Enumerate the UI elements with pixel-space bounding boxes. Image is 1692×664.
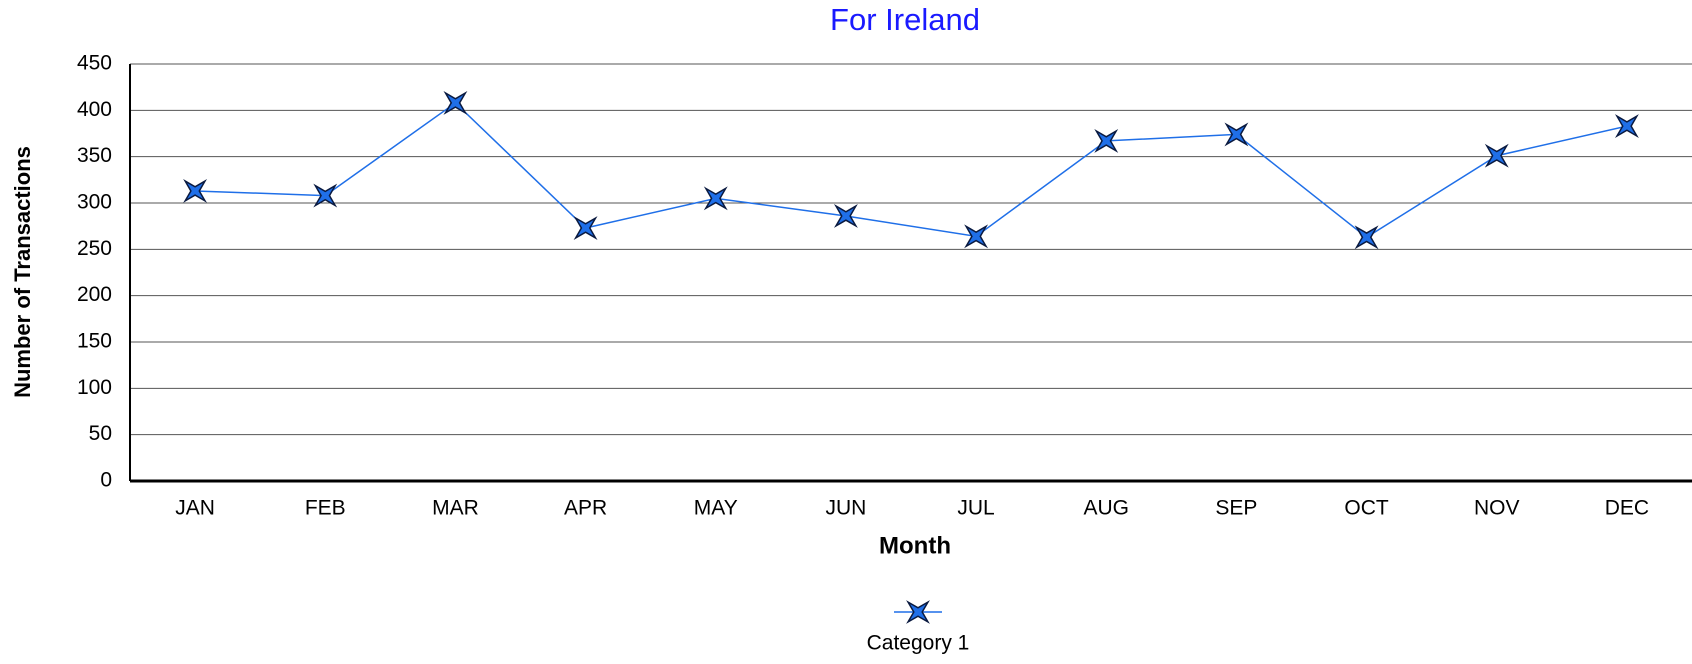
y-tick-label: 200	[77, 283, 112, 306]
data-point	[1354, 225, 1379, 250]
legend-marker	[906, 600, 930, 624]
data-point	[703, 186, 728, 211]
marker-shape	[833, 204, 858, 228]
y-tick-label: 50	[89, 422, 112, 445]
data-point	[443, 90, 468, 115]
marker-shape	[1094, 128, 1119, 153]
x-tick-label: DEC	[1605, 497, 1649, 520]
data-point	[1094, 128, 1119, 153]
marker-shape	[313, 183, 338, 208]
marker-shape	[573, 216, 598, 240]
y-tick-label: 150	[77, 330, 112, 353]
x-tick-label: MAR	[432, 497, 479, 520]
marker-shape	[1484, 143, 1509, 168]
data-point	[1484, 143, 1509, 168]
y-tick-label: 400	[77, 98, 112, 121]
y-axis-label: Number of Transactions	[10, 146, 35, 398]
chart-title: For Ireland	[830, 2, 980, 37]
y-tick-label: 350	[77, 144, 112, 167]
y-tick-label: 0	[100, 469, 112, 492]
x-tick-label: JUN	[825, 497, 866, 520]
x-tick-label: AUG	[1083, 497, 1129, 520]
marker-shape	[964, 224, 989, 249]
data-point	[833, 204, 858, 228]
series-line	[195, 101, 1628, 239]
y-tick-label: 300	[77, 191, 112, 214]
x-axis-label: Month	[879, 532, 951, 559]
marker-shape	[1354, 225, 1379, 250]
x-tick-label: APR	[564, 497, 607, 520]
data-point	[183, 179, 208, 203]
x-tick-label: OCT	[1344, 497, 1389, 520]
legend-label: Category 1	[867, 632, 970, 655]
x-tick-label: FEB	[305, 497, 346, 520]
y-tick-label: 450	[77, 52, 112, 75]
marker-shape	[183, 179, 208, 203]
marker-shape	[443, 90, 468, 115]
data-point	[1614, 114, 1639, 139]
marker-shape	[1614, 114, 1639, 139]
x-tick-label: NOV	[1474, 497, 1520, 520]
y-tick-label: 250	[77, 237, 112, 260]
marker-shape	[1224, 122, 1249, 147]
data-point	[964, 224, 989, 249]
data-point	[313, 183, 338, 208]
data-point	[573, 216, 598, 240]
x-tick-label: SEP	[1215, 497, 1257, 520]
x-tick-label: MAY	[694, 497, 738, 520]
data-point	[1224, 122, 1249, 147]
x-tick-label: JUL	[957, 497, 994, 520]
marker-shape	[703, 186, 728, 211]
y-tick-label: 100	[77, 376, 112, 399]
marker-shape	[906, 600, 930, 624]
x-tick-label: JAN	[175, 497, 215, 520]
